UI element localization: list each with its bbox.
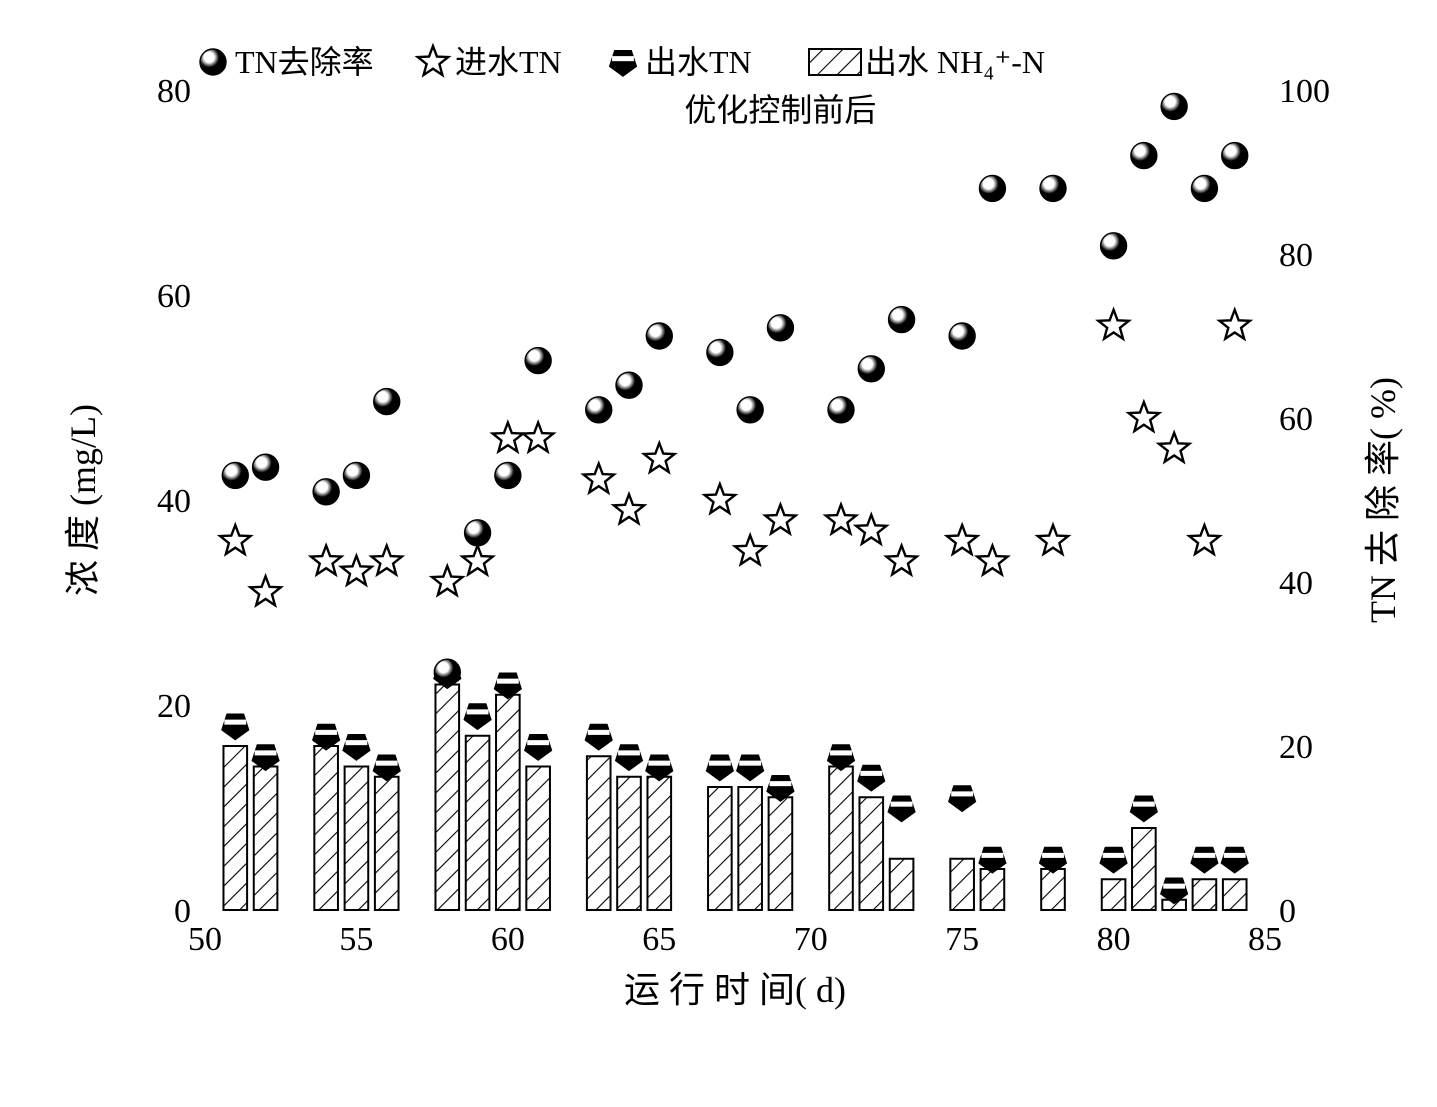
- chart-container: 50 55 60 65 70 75 80 85 运 行 时 间( d) 0 20 40 60 80 浓 度 …: [20, 20, 1437, 1087]
- bar: [496, 695, 520, 910]
- bar: [1193, 879, 1217, 910]
- x-axis-label: 运 行 时 间( d): [624, 970, 846, 1010]
- yl-tick-label: 60: [157, 278, 191, 315]
- bar: [981, 869, 1005, 910]
- bar: [738, 787, 762, 910]
- yl-tick-label: 20: [157, 688, 191, 725]
- yl-axis-label: 浓 度 (mg/L): [63, 404, 103, 596]
- legend: TN去除率 进水TN 出水TN 出水 NH₄⁺-N: [200, 44, 1045, 80]
- yr-tick-label: 80: [1279, 237, 1313, 274]
- yr-tick-label: 60: [1279, 401, 1313, 438]
- legend-item: TN去除率: [200, 44, 374, 80]
- bar: [314, 746, 338, 910]
- x-tick-label: 80: [1097, 921, 1131, 958]
- yl-tick-label: 40: [157, 483, 191, 520]
- x-tick-label: 70: [794, 921, 828, 958]
- yl-tick-label: 0: [174, 893, 191, 930]
- bar: [223, 746, 247, 910]
- bar: [617, 777, 641, 910]
- legend-item: 进水TN: [418, 44, 562, 80]
- legend-label: 出水 NH₄⁺-N: [865, 44, 1045, 80]
- yl-tick-label: 80: [157, 73, 191, 110]
- bar: [708, 787, 732, 910]
- x-tick-label: 85: [1248, 921, 1282, 958]
- bar: [1041, 869, 1065, 910]
- bar: [375, 777, 399, 910]
- legend-label: TN去除率: [235, 44, 374, 80]
- bar: [647, 777, 671, 910]
- bar: [345, 767, 369, 911]
- bar: [769, 797, 793, 910]
- legend-item: 出水TN: [610, 44, 752, 80]
- yr-tick-label: 100: [1279, 73, 1330, 110]
- bar: [859, 797, 883, 910]
- x-tick-label: 75: [945, 921, 979, 958]
- legend-item: 出水 NH₄⁺-N: [809, 44, 1045, 80]
- bar: [254, 767, 278, 911]
- annotation-text: 优化控制前后: [684, 92, 876, 128]
- bars-effluent-nh4: [223, 685, 1246, 911]
- bar: [526, 767, 550, 911]
- bar: [890, 859, 914, 910]
- yr-axis-label: TN 去 除 率( %): [1363, 377, 1403, 623]
- legend-label: 进水TN: [455, 44, 562, 80]
- bar: [829, 767, 853, 911]
- x-tick-label: 65: [642, 921, 676, 958]
- bar: [587, 756, 611, 910]
- x-tick-label: 50: [188, 921, 222, 958]
- bar: [1132, 828, 1156, 910]
- x-tick-label: 60: [491, 921, 525, 958]
- yr-tick-label: 20: [1279, 729, 1313, 766]
- legend-label: 出水TN: [645, 44, 752, 80]
- x-tick-label: 55: [339, 921, 373, 958]
- yr-tick-label: 0: [1279, 893, 1296, 930]
- bar: [1102, 879, 1126, 910]
- bar: [435, 685, 459, 911]
- yr-tick-label: 40: [1279, 565, 1313, 602]
- bar: [950, 859, 974, 910]
- bar: [1223, 879, 1247, 910]
- series-influent-tn: [220, 310, 1250, 605]
- bar: [466, 736, 490, 910]
- series-tn-removal: [222, 93, 1247, 685]
- chart-svg: 50 55 60 65 70 75 80 85 运 行 时 间( d) 0 20 40 60 80 浓 度 …: [20, 20, 1437, 1087]
